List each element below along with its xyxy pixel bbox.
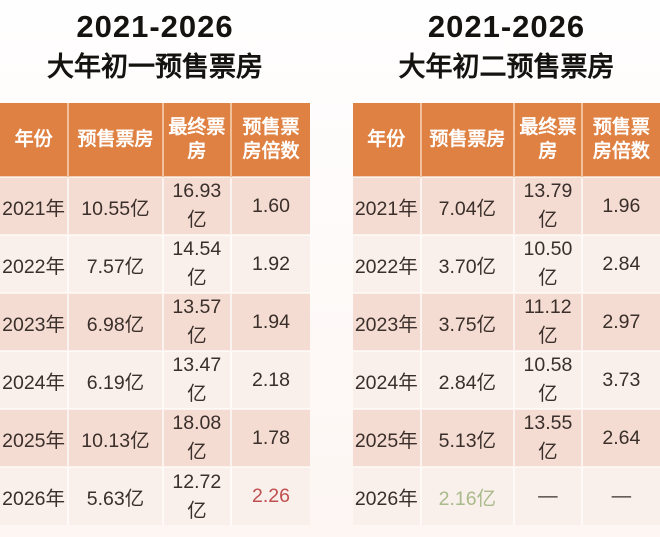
table-cell: 10.50亿	[513, 234, 582, 293]
table-cell: 7.57亿	[67, 234, 163, 293]
table-cell: 10.58亿	[513, 350, 582, 409]
table-title: 大年初一预售票房	[47, 51, 263, 82]
table-cell: 2021年	[0, 176, 69, 235]
column-header: 年份	[353, 103, 421, 177]
table-row: 2025年 10.13亿 18.08亿 1.78	[0, 408, 310, 467]
table-body: 2021年 7.04亿 13.79亿 1.96 2022年 3.70亿 10.50亿 2.84…	[353, 176, 660, 525]
table-row: 2022年 7.57亿 14.54亿 1.92	[0, 234, 310, 293]
table-cell: 1.78	[229, 408, 310, 467]
table-cell: 2021年	[353, 176, 421, 235]
table-cell: 18.08亿	[161, 408, 231, 467]
table-header: 年份 预售票房 最终票房 预售票房倍数	[0, 103, 310, 177]
column-header: 最终票房	[513, 103, 582, 177]
table-title-block: 2021-2026 大年初一预售票房	[0, 0, 310, 103]
table-row: 2021年 7.04亿 13.79亿 1.96	[353, 176, 660, 235]
table-cell: 2.26	[229, 466, 310, 525]
table-cell: —	[580, 466, 660, 525]
table-cell: 10.55亿	[67, 176, 163, 235]
column-header: 年份	[0, 103, 69, 177]
title-year-range: 2021-2026	[76, 9, 234, 44]
table-cell: 14.54亿	[161, 234, 231, 293]
table-row: 2023年 6.98亿 13.57亿 1.94	[0, 292, 310, 351]
table-cell: 2022年	[353, 234, 421, 293]
table-cell: 1.92	[229, 234, 310, 293]
table-row: 2025年 5.13亿 13.55亿 2.64	[353, 408, 660, 467]
presale-table-day1: 年份 预售票房 最终票房 预售票房倍数 2021年 10.55亿 16.93亿 1.60 20…	[0, 103, 310, 525]
table-cell: 5.63亿	[67, 466, 163, 525]
table-row: 2023年 3.75亿 11.12亿 2.97	[353, 292, 660, 351]
table-cell: 11.12亿	[513, 292, 582, 351]
table-cell: 2025年	[0, 408, 69, 467]
table-panel-day1: 2021-2026 大年初一预售票房 年份 预售票房 最终票房 预售票房倍数 2021…	[0, 0, 310, 537]
table-cell: 2.84亿	[419, 350, 515, 409]
table-cell: 1.94	[229, 292, 310, 351]
table-cell: 2025年	[353, 408, 421, 467]
table-title-block: 2021-2026 大年初二预售票房	[353, 0, 660, 103]
table-cell: 13.57亿	[161, 292, 231, 351]
table-row: 2026年 2.16亿 — —	[353, 466, 660, 525]
table-row: 2022年 3.70亿 10.50亿 2.84	[353, 234, 660, 293]
table-body: 2021年 10.55亿 16.93亿 1.60 2022年 7.57亿 14.54亿 1.9…	[0, 176, 310, 525]
table-row: 2024年 2.84亿 10.58亿 3.73	[353, 350, 660, 409]
table-row: 2024年 6.19亿 13.47亿 2.18	[0, 350, 310, 409]
column-header: 预售票房	[67, 103, 163, 177]
table-cell: 6.19亿	[67, 350, 163, 409]
table-cell: 2022年	[0, 234, 69, 293]
table-cell: 16.93亿	[161, 176, 231, 235]
table-cell: 2026年	[0, 466, 69, 525]
table-cell: 1.60	[229, 176, 310, 235]
table-cell: 7.04亿	[419, 176, 515, 235]
table-cell: 2026年	[353, 466, 421, 525]
table-cell: 2023年	[353, 292, 421, 351]
table-cell: 3.73	[580, 350, 660, 409]
table-cell: 10.13亿	[67, 408, 163, 467]
table-row: 2026年 5.63亿 12.72亿 2.26	[0, 466, 310, 525]
table-cell: 2.18	[229, 350, 310, 409]
table-cell: 3.70亿	[419, 234, 515, 293]
table-cell: 3.75亿	[419, 292, 515, 351]
table-cell: 2.64	[580, 408, 660, 467]
table-title: 大年初二预售票房	[398, 51, 615, 82]
table-cell: 6.98亿	[67, 292, 163, 351]
column-header: 预售票房倍数	[580, 103, 660, 177]
table-cell: 2.97	[580, 292, 660, 351]
column-header: 预售票房倍数	[229, 103, 310, 177]
table-cell: 2024年	[353, 350, 421, 409]
column-header: 最终票房	[161, 103, 231, 177]
table-cell: 2.16亿	[419, 466, 515, 525]
table-cell: 5.13亿	[419, 408, 515, 467]
table-header: 年份 预售票房 最终票房 预售票房倍数	[353, 103, 660, 177]
table-cell: 13.79亿	[513, 176, 582, 235]
table-row: 2021年 10.55亿 16.93亿 1.60	[0, 176, 310, 235]
table-cell: 1.96	[580, 176, 660, 235]
table-cell: 12.72亿	[161, 466, 231, 525]
table-cell: 2023年	[0, 292, 69, 351]
table-cell: 2024年	[0, 350, 69, 409]
presale-table-day2: 年份 预售票房 最终票房 预售票房倍数 2021年 7.04亿 13.79亿 1.96 202…	[353, 103, 660, 525]
column-header: 预售票房	[419, 103, 515, 177]
table-panel-day2: 2021-2026 大年初二预售票房 年份 预售票房 最终票房 预售票房倍数 2021…	[353, 0, 660, 537]
table-cell: —	[513, 466, 582, 525]
table-cell: 2.84	[580, 234, 660, 293]
title-year-range: 2021-2026	[427, 9, 586, 44]
table-cell: 13.55亿	[513, 408, 582, 467]
table-cell: 13.47亿	[161, 350, 231, 409]
